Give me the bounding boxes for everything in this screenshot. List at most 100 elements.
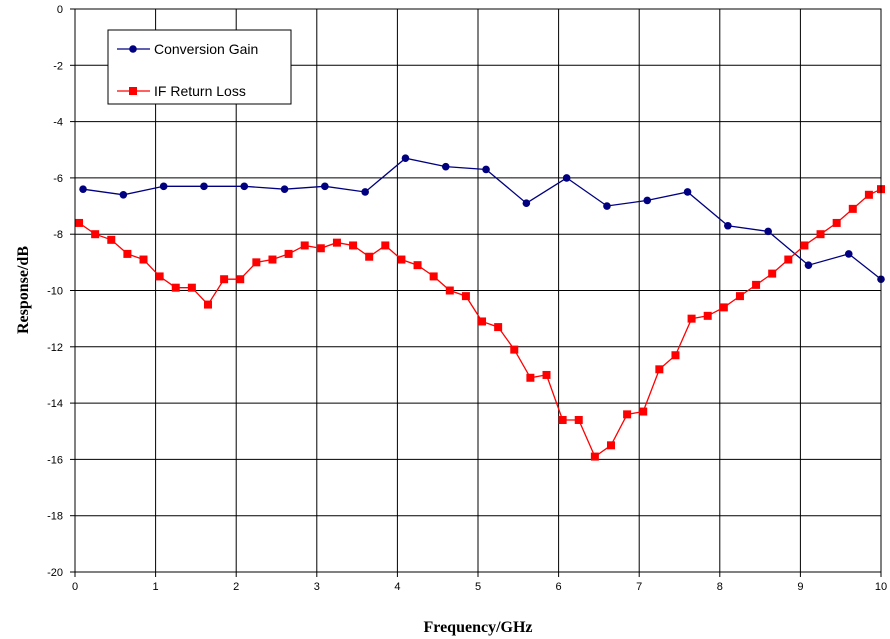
data-point-if-return-loss [397, 255, 406, 264]
x-tick-label: 10 [875, 581, 887, 593]
data-point-if-return-loss [220, 275, 229, 284]
data-point-if-return-loss [623, 410, 632, 419]
data-point-if-return-loss [639, 407, 648, 416]
data-point-if-return-loss [75, 218, 84, 227]
x-tick-label: 9 [797, 581, 803, 593]
data-point-if-return-loss [413, 261, 422, 270]
data-point-if-return-loss [606, 441, 615, 450]
x-tick-label: 4 [394, 581, 400, 593]
y-tick-labels: 0 -2 -4 -6 -8 -10 -12 -14 -16 -18 -20 [47, 4, 63, 579]
y-tick-label: -20 [47, 567, 63, 579]
data-point-if-return-loss [349, 241, 358, 250]
data-point-if-return-loss [478, 317, 487, 326]
x-tick-label: 3 [314, 581, 320, 593]
data-point-conversion-gain [361, 188, 369, 196]
legend-marker-if-return-loss [129, 87, 137, 95]
data-point-if-return-loss [187, 283, 196, 292]
x-tick-label: 1 [153, 581, 159, 593]
x-tick-label: 2 [233, 581, 239, 593]
data-point-if-return-loss [365, 252, 374, 261]
data-point-conversion-gain [562, 174, 571, 182]
legend-label-conversion-gain: Conversion Gain [154, 41, 258, 57]
data-point-if-return-loss [203, 300, 212, 309]
data-point-if-return-loss [752, 280, 761, 289]
data-point-if-return-loss [832, 218, 841, 227]
y-tick-label: -10 [47, 286, 63, 298]
y-tick-label: -6 [53, 173, 63, 185]
data-point-conversion-gain [441, 162, 450, 171]
data-point-conversion-gain [280, 185, 289, 193]
data-point-if-return-loss [268, 255, 277, 264]
series-conversion-gain [79, 154, 885, 284]
y-tick-label: -14 [47, 398, 63, 410]
y-tick-label: -2 [53, 60, 63, 72]
data-point-if-return-loss [655, 365, 664, 374]
data-point-conversion-gain [603, 202, 611, 210]
x-axis-title: Frequency/GHz [423, 619, 532, 636]
x-tick-label: 5 [475, 581, 481, 593]
data-point-conversion-gain [482, 165, 490, 174]
data-point-if-return-loss [800, 241, 809, 250]
x-tick-label: 8 [717, 581, 723, 593]
data-point-if-return-loss [703, 311, 712, 320]
data-point-if-return-loss [542, 370, 551, 379]
data-point-if-return-loss [590, 452, 599, 461]
data-point-if-return-loss [429, 272, 438, 281]
y-axis-title: Response/dB [15, 246, 32, 334]
data-point-conversion-gain [522, 199, 531, 208]
y-tick-label: -12 [47, 342, 63, 354]
data-point-if-return-loss [107, 235, 116, 244]
data-point-if-return-loss [687, 314, 696, 323]
x-tick-label: 6 [556, 581, 562, 593]
data-point-conversion-gain [200, 182, 208, 191]
data-point-if-return-loss [252, 258, 261, 267]
data-point-conversion-gain [119, 190, 128, 199]
legend-label-if-return-loss: IF Return Loss [154, 83, 246, 99]
series-if-return-loss [75, 185, 885, 461]
data-point-conversion-gain [764, 227, 772, 236]
series-layer [75, 154, 885, 461]
data-point-conversion-gain [643, 196, 652, 205]
data-point-if-return-loss [445, 286, 454, 295]
x-tick-label: 0 [72, 581, 78, 593]
data-point-if-return-loss [284, 249, 293, 258]
data-point-if-return-loss [526, 373, 535, 382]
data-point-conversion-gain [79, 185, 87, 193]
data-point-conversion-gain [683, 188, 692, 196]
data-point-if-return-loss [139, 255, 148, 264]
data-point-if-return-loss [864, 190, 873, 199]
data-point-if-return-loss [381, 241, 390, 250]
data-point-if-return-loss [494, 323, 503, 332]
legend-marker-conversion-gain [129, 45, 137, 53]
data-point-conversion-gain [804, 261, 813, 269]
plot-frame [74, 8, 882, 573]
data-point-conversion-gain [321, 182, 329, 191]
data-point-conversion-gain [401, 154, 410, 162]
data-point-if-return-loss [123, 249, 132, 258]
data-point-conversion-gain [159, 182, 168, 191]
data-point-if-return-loss [735, 292, 744, 301]
data-point-if-return-loss [784, 255, 793, 264]
legend-box [107, 29, 292, 105]
y-tick-label: -4 [53, 117, 63, 129]
y-tick-label: -16 [47, 454, 63, 466]
data-point-if-return-loss [671, 351, 680, 360]
data-point-if-return-loss [461, 292, 470, 301]
data-point-if-return-loss [558, 415, 567, 424]
data-point-if-return-loss [510, 345, 519, 354]
y-tick-label: -18 [47, 511, 63, 523]
data-point-conversion-gain [240, 182, 249, 191]
data-point-if-return-loss [816, 230, 825, 239]
data-point-if-return-loss [332, 238, 341, 247]
y-tick-label: 0 [57, 4, 63, 16]
data-point-if-return-loss [300, 241, 309, 250]
y-tick-label: -8 [53, 229, 63, 241]
data-point-if-return-loss [768, 269, 777, 278]
data-point-if-return-loss [719, 303, 728, 312]
x-tick-labels: 0 1 2 3 4 5 6 7 8 9 10 [72, 581, 887, 593]
data-point-if-return-loss [574, 415, 583, 424]
data-point-conversion-gain [724, 221, 732, 230]
data-point-if-return-loss [848, 204, 857, 213]
data-point-if-return-loss [155, 272, 164, 281]
